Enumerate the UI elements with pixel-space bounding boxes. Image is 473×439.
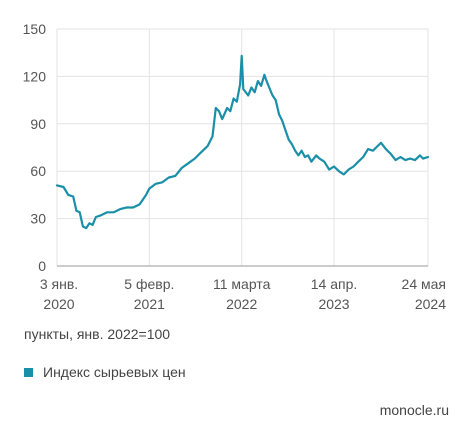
legend-label: Индекс сырьевых цен	[43, 364, 186, 380]
x-tick-label-year: 2021	[134, 296, 165, 312]
y-tick-label: 150	[23, 21, 47, 37]
y-tick-label: 90	[30, 116, 46, 132]
y-axis-ticks: 0 30 60 90 120 150	[23, 21, 47, 274]
source-label: monocle.ru	[379, 402, 449, 418]
y-tick-label: 60	[30, 163, 46, 179]
grid	[56, 28, 429, 266]
legend: Индекс сырьевых цен	[24, 364, 186, 380]
x-tick-label-year: 2024	[415, 296, 446, 312]
line-chart: 0 30 60 90 120 150 3 янв. 2020 5 февр. 2021 11 ма…	[23, 21, 447, 312]
x-axis-ticks: 3 янв. 2020 5 февр. 2021 11 марта 2022 14 апр.…	[40, 276, 446, 312]
x-tick-label-date: 5 февр.	[124, 276, 174, 292]
y-tick-label: 30	[30, 211, 46, 227]
x-tick-label-date: 11 марта	[213, 276, 271, 292]
x-tick-label-date: 3 янв.	[40, 276, 78, 292]
x-tick-label-year: 2023	[318, 296, 349, 312]
series-line-commodity-index	[55, 54, 430, 230]
y-tick-label: 0	[38, 258, 46, 274]
x-tick-label-date: 24 мая	[402, 276, 446, 292]
legend-swatch	[24, 367, 33, 377]
units-note: пункты, янв. 2022=100	[24, 326, 171, 342]
y-tick-label: 120	[23, 68, 47, 84]
x-tick-label-year: 2020	[43, 296, 74, 312]
x-tick-label-year: 2022	[226, 296, 257, 312]
x-tick-label-date: 14 апр.	[311, 276, 358, 292]
